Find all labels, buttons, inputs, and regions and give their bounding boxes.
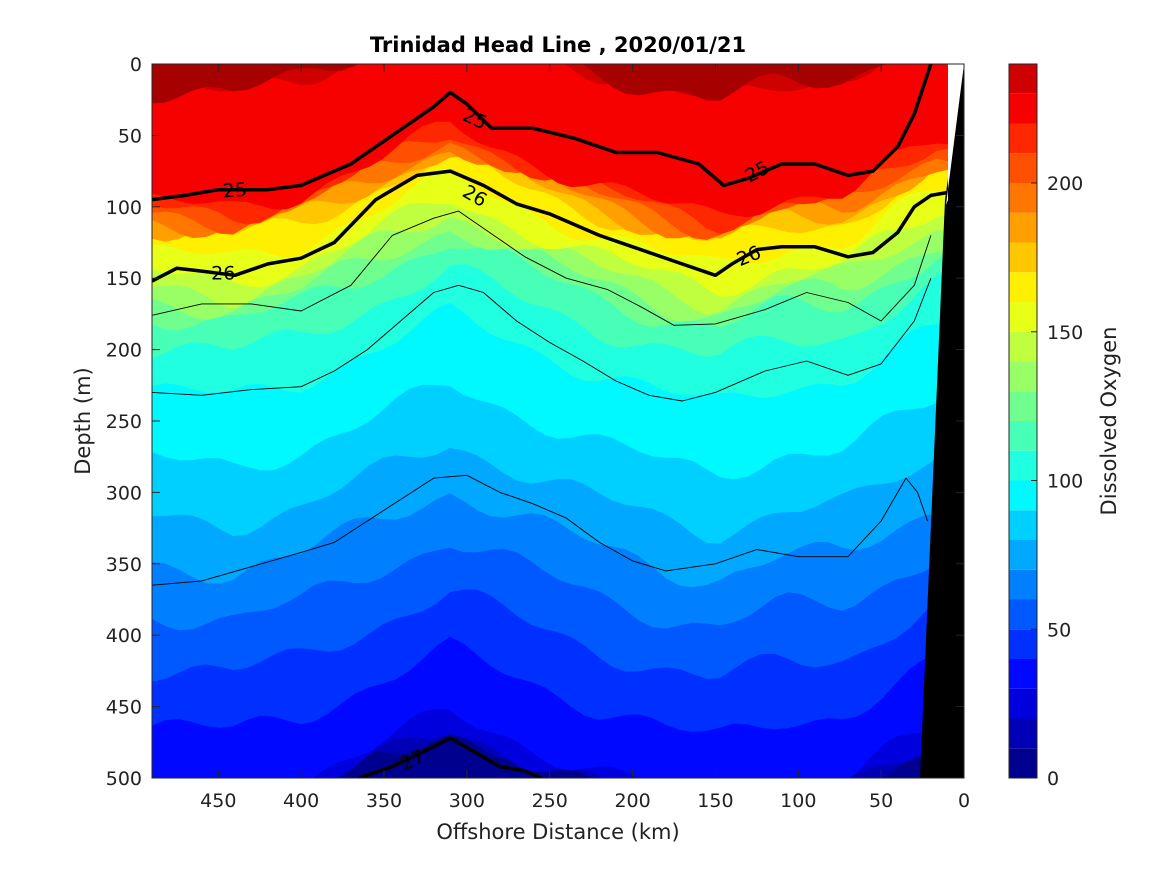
isopycnal-line: [152, 210, 932, 326]
colorbar-swatch: [1009, 153, 1037, 183]
y-tick-label: 200: [106, 340, 142, 362]
colorbar-tick-label: 0: [1047, 768, 1059, 790]
colorbar-frame: [1008, 63, 1038, 779]
contour-band: [152, 64, 887, 104]
contour-lines: [152, 64, 948, 778]
plot-area: [152, 64, 964, 778]
contour-label: 25: [222, 179, 248, 203]
y-axis-label: Depth (m): [71, 367, 95, 474]
x-tick-label: 400: [283, 790, 319, 812]
colorbar-swatch: [1009, 718, 1037, 749]
colorbar-swatch: [1009, 450, 1037, 481]
x-tick-label: 250: [532, 790, 568, 812]
seafloor-mask: [920, 64, 964, 778]
colorbar-tick-label: 50: [1047, 619, 1071, 641]
x-tick-label: 100: [780, 790, 816, 812]
colorbar-swatch: [1009, 272, 1037, 302]
colorbar-swatch: [1009, 302, 1037, 332]
y-tick-label: 350: [106, 554, 142, 576]
y-tick-label: 450: [106, 697, 142, 719]
isopycnal-line: [152, 64, 933, 202]
colorbar-swatch: [1009, 540, 1037, 570]
colorbar-swatch: [1009, 64, 1037, 94]
colorbar-swatch: [1009, 510, 1037, 540]
x-tick-label: 350: [366, 790, 402, 812]
x-axis-ticks: 450 400 350 300 250 200 150 100 50 0: [200, 64, 970, 812]
colorbar-swatch: [1009, 331, 1037, 362]
contour-label: 26: [211, 262, 235, 284]
y-tick-label: 150: [106, 268, 142, 290]
y-tick-label: 100: [106, 197, 142, 219]
colorbar-swatch: [1009, 183, 1037, 213]
no-data-region: [946, 64, 964, 205]
colorbar-swatch: [1009, 688, 1037, 719]
colorbar-swatch: [1009, 93, 1037, 124]
colorbar-swatch: [1009, 212, 1037, 243]
y-tick-label: 0: [130, 54, 142, 76]
colorbar: 0 50 100 150 200: [1008, 63, 1083, 790]
x-tick-label: 200: [614, 790, 650, 812]
y-tick-label: 300: [106, 482, 142, 504]
isopycnal-line: [152, 169, 948, 283]
x-axis-label: Offshore Distance (km): [436, 820, 679, 844]
x-tick-label: 0: [958, 790, 970, 812]
colorbar-swatch: [1009, 659, 1037, 689]
colorbar-swatch: [1009, 480, 1037, 511]
isopycnal-line: [358, 736, 543, 778]
y-axis-ticks: 0 50 100 150 200 250 300 350 400 450 500: [106, 54, 964, 790]
x-tick-label: 300: [449, 790, 485, 812]
y-tick-label: 400: [106, 625, 142, 647]
x-tick-label: 50: [869, 790, 893, 812]
colorbar-tick-label: 150: [1047, 322, 1083, 344]
isopycnal-line: [152, 278, 932, 402]
colorbar-swatch: [1009, 599, 1037, 630]
colorbar-swatch: [1009, 391, 1037, 421]
colorbar-swatch: [1009, 123, 1037, 154]
colorbar-swatch: [1009, 242, 1037, 273]
colorbar-swatch: [1009, 361, 1037, 392]
colorbar-swatch: [1009, 421, 1037, 451]
colorbar-label: Dissolved Oxygen: [1097, 327, 1121, 516]
contour-fill: [152, 64, 964, 778]
colorbar-tick-label: 200: [1047, 173, 1083, 195]
contour-band: [152, 64, 964, 218]
colorbar-swatch: [1009, 569, 1037, 600]
colorbar-tick-label: 100: [1047, 471, 1083, 493]
colorbar-swatch: [1009, 629, 1037, 659]
y-tick-label: 500: [106, 768, 142, 790]
isopycnal-line: [152, 474, 928, 586]
colorbar-swatch: [1009, 748, 1037, 778]
x-tick-label: 450: [200, 790, 236, 812]
x-tick-label: 150: [697, 790, 733, 812]
y-tick-label: 250: [106, 411, 142, 433]
chart-title: Trinidad Head Line , 2020/01/21: [370, 33, 746, 57]
y-tick-label: 50: [118, 125, 142, 147]
